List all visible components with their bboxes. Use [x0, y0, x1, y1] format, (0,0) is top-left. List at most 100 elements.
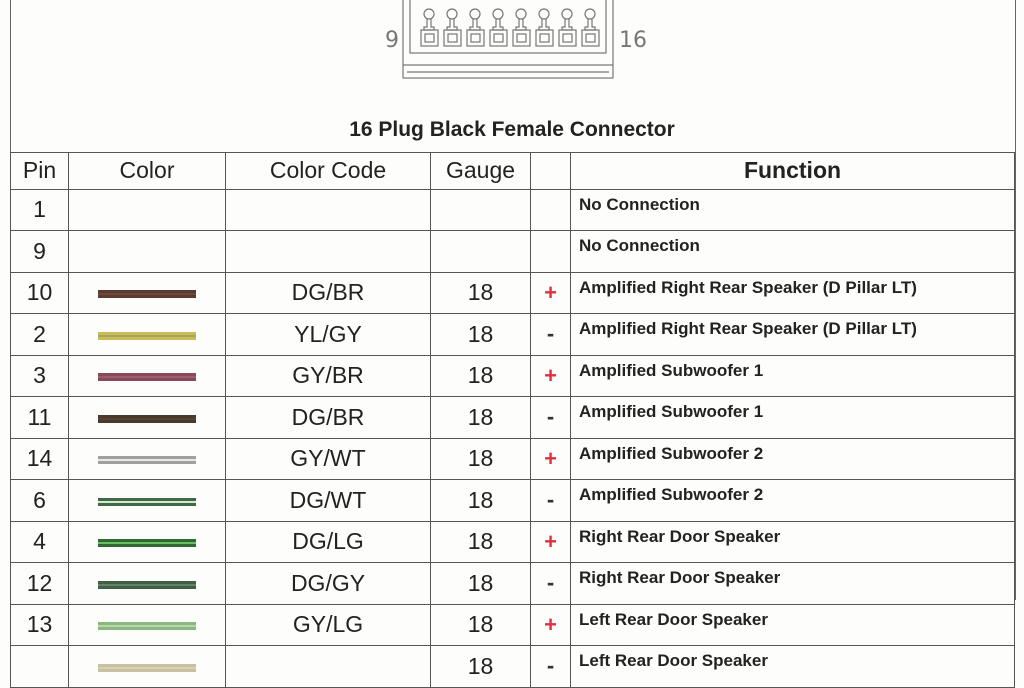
pin-cell: 3: [10, 354, 69, 397]
pin-cell: 6: [10, 479, 69, 522]
connector-right-label: 16: [619, 28, 647, 53]
gauge-cell: 18: [430, 354, 531, 397]
function-cell: No Connection: [570, 230, 1015, 273]
pin-cell: 10: [10, 271, 69, 314]
wire-color-swatch: [98, 663, 196, 672]
function-cell: Left Rear Door Speaker: [570, 645, 1015, 688]
pin-cell: [10, 645, 69, 688]
color-cell: [68, 479, 226, 522]
gauge-cell: 18: [430, 603, 531, 646]
function-cell: Amplified Subwoofer 2: [570, 437, 1015, 480]
polarity-cell: -: [530, 562, 571, 605]
color-cell: [68, 188, 226, 231]
wire-color-swatch: [98, 622, 196, 631]
color-cell: [68, 437, 226, 480]
wire-color-swatch: [98, 331, 196, 340]
color-cell: [68, 354, 226, 397]
pin-cell: 4: [10, 520, 69, 563]
gauge-cell: 18: [430, 313, 531, 356]
wire-color-swatch: [98, 580, 196, 589]
polarity-cell: +: [530, 437, 571, 480]
polarity-cell: +: [530, 603, 571, 646]
table-row: 2 YL/GY 18 - Amplified Right Rear Speake…: [10, 313, 1015, 356]
color-code-cell: DG/BR: [225, 271, 431, 314]
gauge-cell: 18: [430, 271, 531, 314]
header-gauge: Gauge: [430, 152, 531, 190]
gauge-cell: 18: [430, 645, 531, 688]
color-code-cell: [225, 188, 431, 231]
table-row: 10 DG/BR 18 + Amplified Right Rear Speak…: [10, 271, 1015, 314]
function-cell: No Connection: [570, 188, 1015, 231]
header-function: Function: [570, 152, 1015, 190]
header-color-code: Color Code: [225, 152, 431, 190]
gauge-cell: 18: [430, 396, 531, 439]
table-title: 16 Plug Black Female Connector: [349, 118, 675, 141]
color-code-cell: DG/GY: [225, 562, 431, 605]
color-code-cell: [225, 645, 431, 688]
wire-color-swatch: [98, 290, 196, 299]
header-color: Color: [68, 152, 226, 190]
header-row: Pin Color Color Code Gauge Function: [10, 152, 1015, 190]
wire-color-swatch: [98, 373, 196, 382]
polarity-cell: -: [530, 645, 571, 688]
wire-color-swatch: [98, 414, 196, 423]
color-code-cell: DG/LG: [225, 520, 431, 563]
function-cell: Amplified Subwoofer 1: [570, 396, 1015, 439]
function-cell: Amplified Subwoofer 2: [570, 479, 1015, 522]
pinout-table: Pin Color Color Code Gauge Function 1 No…: [10, 152, 1015, 688]
wire-color-swatch: [98, 456, 196, 465]
gauge-cell: 18: [430, 562, 531, 605]
wire-color-swatch: [98, 497, 196, 506]
color-code-cell: GY/BR: [225, 354, 431, 397]
function-cell: Amplified Subwoofer 1: [570, 354, 1015, 397]
table-row: 9 No Connection: [10, 230, 1015, 273]
pin-cell: 12: [10, 562, 69, 605]
table-row: 13 GY/LG 18 + Left Rear Door Speaker: [10, 603, 1015, 646]
polarity-cell: [530, 230, 571, 273]
connector-left-label: 9: [385, 28, 399, 53]
color-cell: [68, 271, 226, 314]
color-cell: [68, 520, 226, 563]
function-cell: Left Rear Door Speaker: [570, 603, 1015, 646]
color-cell: [68, 396, 226, 439]
function-cell: Amplified Right Rear Speaker (D Pillar L…: [570, 313, 1015, 356]
table-row: 6 DG/WT 18 - Amplified Subwoofer 2: [10, 479, 1015, 522]
color-cell: [68, 313, 226, 356]
color-code-cell: GY/LG: [225, 603, 431, 646]
color-cell: [68, 562, 226, 605]
header-sign: [530, 152, 571, 190]
gauge-cell: 18: [430, 479, 531, 522]
wire-color-swatch: [98, 539, 196, 548]
color-code-cell: [225, 230, 431, 273]
function-cell: Right Rear Door Speaker: [570, 520, 1015, 563]
table-row: 3 GY/BR 18 + Amplified Subwoofer 1: [10, 354, 1015, 397]
table-row: 11 DG/BR 18 - Amplified Subwoofer 1: [10, 396, 1015, 439]
function-cell: Right Rear Door Speaker: [570, 562, 1015, 605]
color-code-cell: GY/WT: [225, 437, 431, 480]
table-row: 14 GY/WT 18 + Amplified Subwoofer 2: [10, 437, 1015, 480]
gauge-cell: 18: [430, 520, 531, 563]
function-cell: Amplified Right Rear Speaker (D Pillar L…: [570, 271, 1015, 314]
table-row: 1 No Connection: [10, 188, 1015, 231]
gauge-cell: [430, 230, 531, 273]
polarity-cell: -: [530, 313, 571, 356]
pin-cell: 11: [10, 396, 69, 439]
header-pin: Pin: [10, 152, 69, 190]
polarity-cell: -: [530, 479, 571, 522]
gauge-cell: [430, 188, 531, 231]
color-cell: [68, 603, 226, 646]
polarity-cell: +: [530, 354, 571, 397]
pin-cell: 2: [10, 313, 69, 356]
polarity-cell: [530, 188, 571, 231]
color-cell: [68, 230, 226, 273]
pin-cell: 9: [10, 230, 69, 273]
table-row: 18 - Left Rear Door Speaker: [10, 645, 1015, 688]
polarity-cell: -: [530, 396, 571, 439]
polarity-cell: +: [530, 520, 571, 563]
color-code-cell: DG/BR: [225, 396, 431, 439]
pin-cell: 1: [10, 188, 69, 231]
color-code-cell: DG/WT: [225, 479, 431, 522]
pin-cell: 13: [10, 603, 69, 646]
pin-cell: 14: [10, 437, 69, 480]
color-code-cell: YL/GY: [225, 313, 431, 356]
